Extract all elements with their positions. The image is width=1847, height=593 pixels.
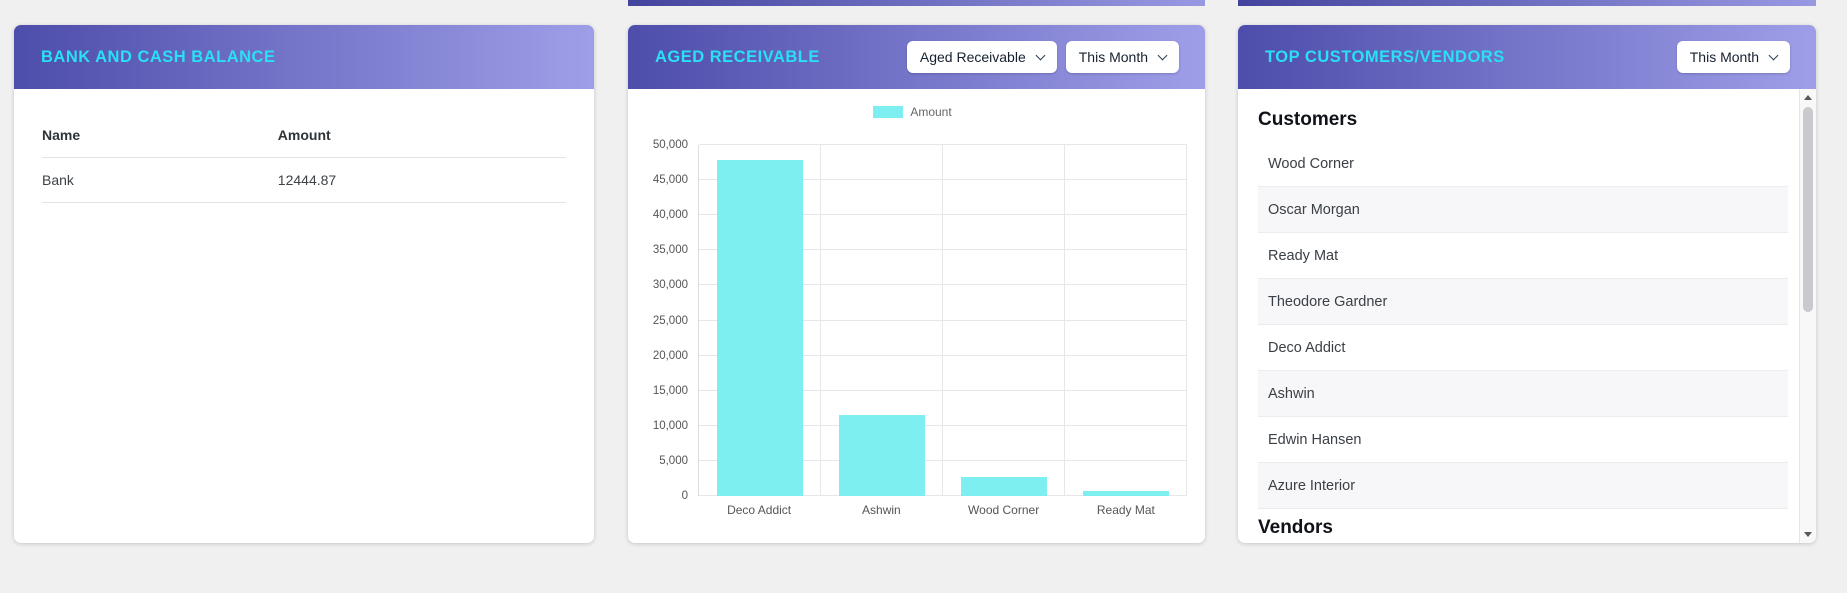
top-customers-vendors-card: TOP CUSTOMERS/VENDORS This Month Custome… bbox=[1238, 25, 1816, 543]
x-axis-spacer bbox=[638, 503, 698, 517]
scrollbar[interactable] bbox=[1799, 89, 1816, 543]
top-card-controls: This Month bbox=[1676, 41, 1790, 73]
horizontal-gridline bbox=[699, 459, 1187, 461]
customers-vendors-sections: Customers Wood Corner Oscar Morgan Ready Ma… bbox=[1238, 89, 1816, 543]
scrollbar-thumb[interactable] bbox=[1803, 107, 1813, 312]
report-type-dropdown-label: Aged Receivable bbox=[919, 49, 1026, 65]
previous-row-card-edge bbox=[1238, 0, 1816, 6]
list-item: Edwin Hansen bbox=[1258, 417, 1788, 463]
chart-plot-area bbox=[698, 144, 1187, 496]
x-tick-label: Ready Mat bbox=[1096, 503, 1155, 517]
y-tick-label: 35,000 bbox=[652, 244, 688, 257]
top-card-title: TOP CUSTOMERS/VENDORS bbox=[1265, 47, 1505, 66]
legend-label: Amount bbox=[910, 105, 952, 119]
column-header-name: Name bbox=[42, 105, 278, 158]
horizontal-gridline bbox=[699, 319, 1187, 321]
aged-card-body: Amount 50,000 45,000 40,000 35,000 30,000 25,… bbox=[628, 89, 1205, 517]
list-item: Wood Corner bbox=[1258, 141, 1788, 187]
top-period-dropdown-label: This Month bbox=[1689, 49, 1759, 65]
bank-amount-cell: 12444.87 bbox=[277, 157, 566, 203]
aged-receivable-card: AGED RECEIVABLE Aged Receivable This Mon… bbox=[628, 25, 1205, 543]
aged-card-controls: Aged Receivable This Month bbox=[906, 41, 1179, 73]
y-tick-label: 15,000 bbox=[652, 384, 688, 397]
bank-card-body: Name Amount Bank 12444.87 bbox=[14, 89, 594, 203]
vertical-gridline bbox=[1186, 145, 1187, 496]
horizontal-gridline bbox=[699, 354, 1187, 356]
triangle-down-icon bbox=[1804, 532, 1812, 537]
chart-legend: Amount bbox=[638, 105, 1187, 119]
y-tick-label: 40,000 bbox=[652, 209, 688, 222]
bar-ashwin bbox=[839, 415, 925, 496]
horizontal-gridline bbox=[699, 389, 1187, 391]
bar-deco-addict bbox=[717, 160, 803, 496]
horizontal-gridline bbox=[699, 179, 1187, 181]
horizontal-gridline bbox=[699, 495, 1187, 496]
x-tick-label: Ashwin bbox=[862, 503, 901, 517]
section-heading-customers: Customers bbox=[1258, 109, 1358, 130]
bank-card-title: BANK AND CASH BALANCE bbox=[41, 47, 276, 66]
list-item: Theodore Gardner bbox=[1258, 279, 1788, 325]
chart-y-axis: 50,000 45,000 40,000 35,000 30,000 25,000 20,0… bbox=[638, 139, 698, 502]
x-tick-label: Deco Addict bbox=[727, 503, 792, 517]
list-item: Ashwin bbox=[1258, 371, 1788, 417]
y-tick-label: 25,000 bbox=[652, 314, 688, 327]
aged-period-dropdown-label: This Month bbox=[1078, 49, 1148, 65]
chevron-down-icon bbox=[1157, 50, 1168, 60]
triangle-up-icon bbox=[1804, 95, 1812, 100]
chart-x-axis: Deco Addict Ashwin Wood Corner Ready Mat bbox=[698, 503, 1187, 517]
horizontal-gridline bbox=[699, 144, 1187, 145]
y-tick-label: 10,000 bbox=[652, 419, 688, 432]
list-item: Deco Addict bbox=[1258, 325, 1788, 371]
section-heading-vendors: Vendors bbox=[1258, 517, 1333, 538]
list-item: Azure Interior bbox=[1258, 463, 1788, 509]
vertical-gridline bbox=[1064, 145, 1065, 496]
horizontal-gridline bbox=[699, 284, 1187, 286]
y-tick-label: 20,000 bbox=[652, 349, 688, 362]
bar-wood-corner bbox=[961, 477, 1047, 496]
list-item: Ready Mat bbox=[1258, 233, 1788, 279]
horizontal-gridline bbox=[699, 424, 1187, 426]
column-header-amount: Amount bbox=[277, 105, 566, 158]
bank-table-header-row: Name Amount bbox=[42, 105, 566, 158]
y-tick-label: 45,000 bbox=[652, 174, 688, 187]
previous-row-card-edge bbox=[628, 0, 1205, 6]
aged-card-header: AGED RECEIVABLE Aged Receivable This Mon… bbox=[628, 25, 1205, 89]
aged-card-title: AGED RECEIVABLE bbox=[655, 47, 820, 66]
x-tick-label: Wood Corner bbox=[968, 503, 1040, 517]
bar-ready-mat bbox=[1083, 491, 1169, 496]
vertical-gridline bbox=[942, 145, 943, 496]
y-tick-label: 0 bbox=[681, 490, 688, 502]
bank-and-cash-balance-card: BANK AND CASH BALANCE Name Amount Bank 1… bbox=[14, 25, 594, 543]
scroll-down-button[interactable] bbox=[1800, 526, 1816, 543]
bank-table-row[interactable]: Bank 12444.87 bbox=[42, 157, 566, 203]
top-card-header: TOP CUSTOMERS/VENDORS This Month bbox=[1238, 25, 1816, 89]
legend-swatch bbox=[873, 106, 904, 118]
bank-name-cell: Bank bbox=[42, 157, 278, 203]
list-item: Oscar Morgan bbox=[1258, 187, 1788, 233]
scroll-up-button[interactable] bbox=[1800, 89, 1816, 106]
top-card-body: Customers Wood Corner Oscar Morgan Ready Ma… bbox=[1238, 89, 1816, 543]
top-period-dropdown[interactable]: This Month bbox=[1676, 41, 1790, 73]
report-type-dropdown[interactable]: Aged Receivable bbox=[906, 41, 1057, 73]
aged-receivable-chart: 50,000 45,000 40,000 35,000 30,000 25,000 20,0… bbox=[638, 139, 1187, 502]
y-tick-label: 50,000 bbox=[652, 139, 688, 151]
y-tick-label: 5,000 bbox=[659, 454, 688, 467]
chart-x-axis-row: Deco Addict Ashwin Wood Corner Ready Mat bbox=[638, 503, 1187, 517]
chevron-down-icon bbox=[1768, 50, 1779, 60]
horizontal-gridline bbox=[699, 214, 1187, 216]
customers-list: Wood Corner Oscar Morgan Ready Mat Theodore… bbox=[1258, 141, 1788, 509]
chevron-down-icon bbox=[1035, 50, 1046, 60]
horizontal-gridline bbox=[699, 249, 1187, 251]
bank-card-header: BANK AND CASH BALANCE bbox=[14, 25, 594, 89]
bank-balance-table: Name Amount Bank 12444.87 bbox=[42, 105, 566, 203]
vertical-gridline bbox=[820, 145, 821, 496]
aged-period-dropdown[interactable]: This Month bbox=[1065, 41, 1179, 73]
y-tick-label: 30,000 bbox=[652, 279, 688, 292]
